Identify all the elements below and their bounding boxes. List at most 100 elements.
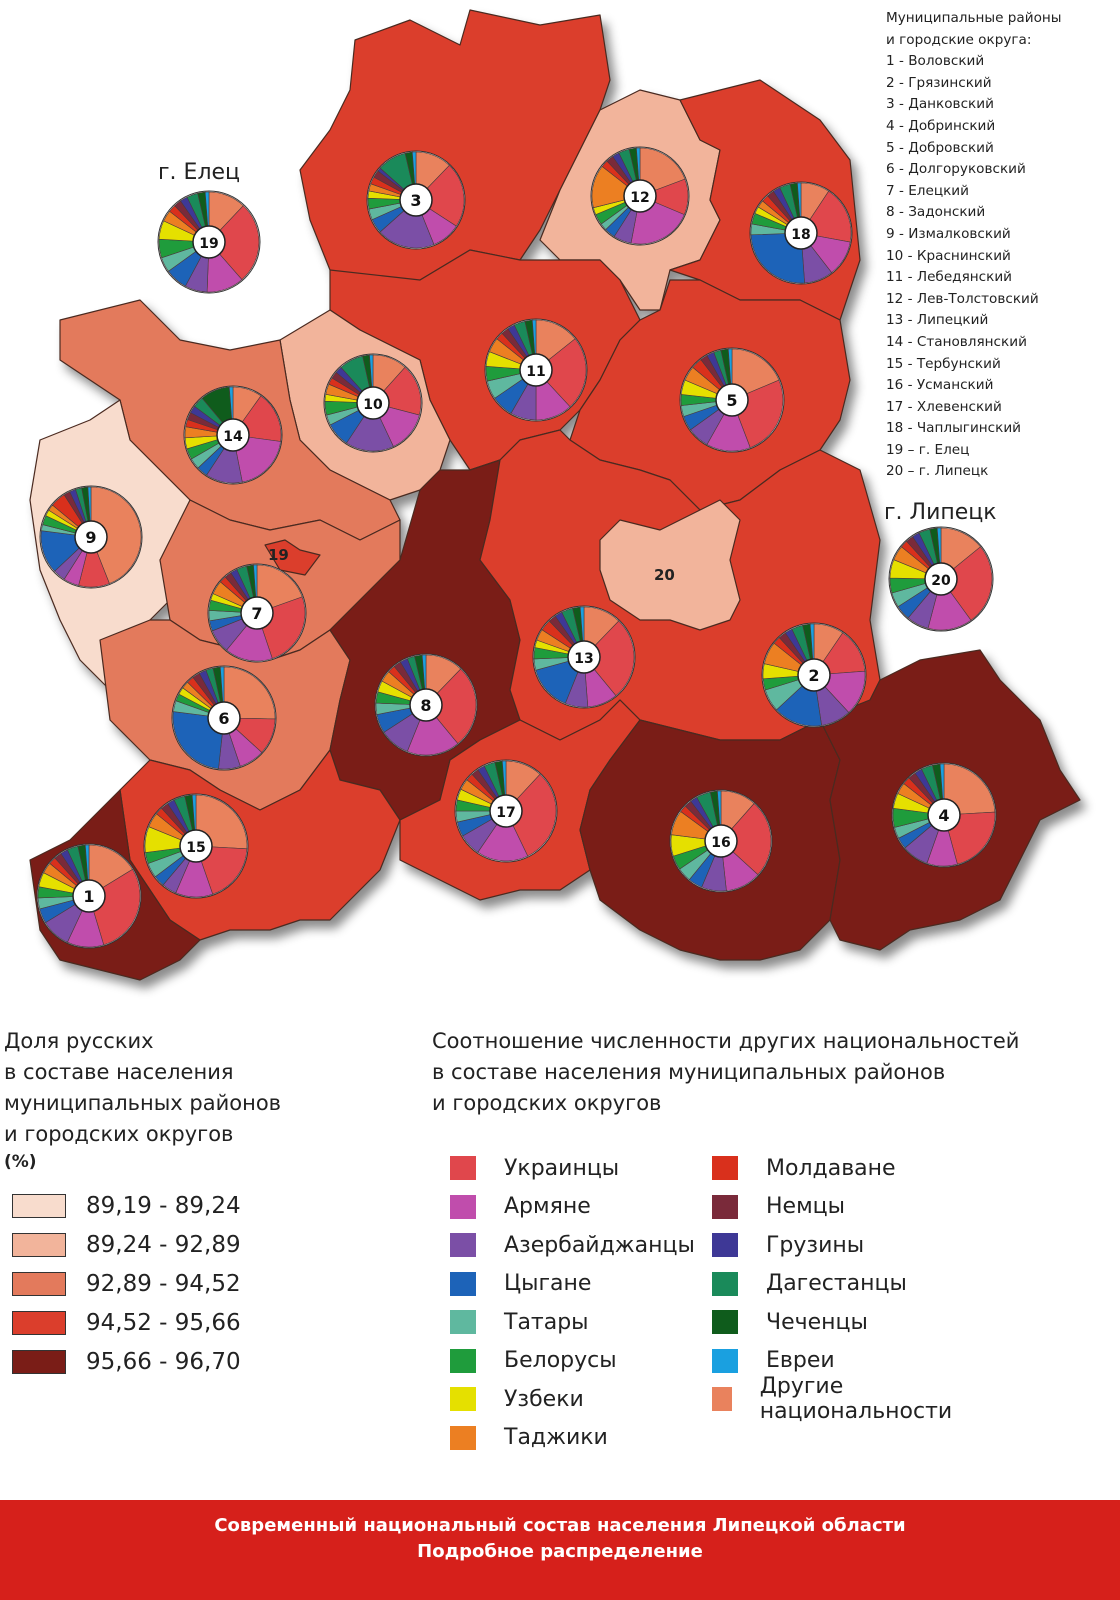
pie-center (216, 418, 250, 452)
nationality-legend-row: Грузины (712, 1226, 974, 1265)
pie-number-label: 20 (931, 573, 951, 589)
district-legend-item: 12 - Лев-Толстовский (886, 290, 1039, 307)
share-swatch (12, 1271, 66, 1296)
pie-center (409, 688, 443, 722)
district-legend-item: 6 - Долгоруковский (886, 161, 1026, 178)
footer-banner: Современный национальный состав населени… (0, 1500, 1120, 1600)
pie-slice (583, 620, 635, 697)
nationality-legend-row: Армяне (450, 1188, 712, 1227)
pie-slice (943, 763, 996, 816)
share-class-label: 94,52 - 95,66 (86, 1309, 241, 1336)
elets-city-title: г. Елец (158, 160, 241, 185)
district-legend-item: 15 - Тербунский (886, 355, 1001, 372)
nationality-swatch (450, 1233, 476, 1258)
pie-chart-13: 13 (532, 605, 636, 709)
nationality-swatch (450, 1348, 476, 1373)
district-legend-item: 11 - Лебедянский (886, 269, 1012, 286)
nationality-swatch (712, 1156, 738, 1181)
district-legend-item: 18 - Чаплыгинский (886, 420, 1022, 437)
nationality-swatch (712, 1348, 738, 1373)
district-legend: Муниципальные районы и городские округа:… (886, 8, 1062, 483)
share-legend-row: 89,24 - 92,89 (4, 1225, 334, 1264)
pie-number-label: 6 (218, 709, 229, 728)
pie-center (72, 879, 106, 913)
nationality-legend-row: Чеченцы (712, 1303, 974, 1342)
pie-center (519, 353, 553, 387)
nationality-legend-row: Цыгане (450, 1265, 712, 1304)
nationality-label: Евреи (766, 1348, 835, 1374)
pie-number-label: 18 (791, 227, 810, 243)
pie-number-label: 10 (363, 397, 383, 413)
pie-center (784, 216, 818, 250)
nationality-label: Грузины (766, 1232, 865, 1258)
nationality-swatch (450, 1310, 476, 1335)
district-legend-item: 9 - Измалковский (886, 225, 1011, 242)
pie-center (567, 640, 601, 674)
pie-chart-6: 6 (171, 665, 277, 771)
nationality-swatch (450, 1425, 476, 1450)
share-class-label: 89,19 - 89,24 (86, 1192, 241, 1219)
share-legend-row: 92,89 - 94,52 (4, 1264, 334, 1303)
share-swatch (12, 1349, 66, 1374)
pie-slice (90, 486, 142, 584)
pie-center (356, 386, 390, 420)
district-legend-item: 20 – г. Липецк (886, 463, 989, 480)
nationality-swatch (450, 1194, 476, 1219)
pie-chart-11: 11 (484, 318, 588, 422)
nationality-swatch (712, 1387, 732, 1412)
nationality-legend-row: Азербайджанцы (450, 1226, 712, 1265)
pie-number-label: 5 (726, 391, 737, 410)
nationality-label: Украинцы (504, 1155, 620, 1181)
district-legend-item: 14 - Становлянский (886, 333, 1027, 350)
pie-number-label: 13 (574, 651, 593, 667)
pie-slice (477, 810, 529, 862)
pie-center (927, 798, 961, 832)
area-label: 20 (654, 566, 675, 584)
pie-slice (88, 844, 133, 897)
nationality-label: Белорусы (504, 1348, 617, 1374)
district-legend-item: 5 - Добровский (886, 139, 994, 156)
pie-center (240, 596, 274, 630)
share-title-line: муниципальных районов (4, 1091, 282, 1115)
pie-number-label: 19 (199, 236, 218, 252)
nationality-legend-row: Татары (450, 1303, 712, 1342)
pie-number-label: 8 (420, 696, 431, 715)
nationality-label: Таджики (504, 1425, 608, 1451)
district-legend-item: 2 - Грязинский (886, 74, 992, 91)
nationality-legend-row: Немцы (712, 1188, 974, 1227)
nationality-label: Азербайджанцы (504, 1232, 695, 1258)
pie-center (179, 829, 213, 863)
share-swatch (12, 1193, 66, 1218)
pie-chart-19: 19 (157, 190, 261, 294)
nationality-legend-row: Другие национальности (712, 1374, 974, 1424)
nationality-legend-title: Соотношение численности других националь… (432, 1026, 1092, 1119)
share-legend-row: 95,66 - 96,70 (4, 1342, 334, 1381)
nationality-label: Татары (504, 1309, 589, 1335)
nationality-label: Дагестанцы (766, 1271, 907, 1297)
russian-share-legend: Доля русских в составе населения муницип… (4, 1026, 334, 1381)
share-swatch (12, 1232, 66, 1257)
share-class-label: 89,24 - 92,89 (86, 1231, 241, 1258)
pie-slice (940, 546, 993, 621)
pie-chart-20: 20 (888, 526, 994, 632)
district-legend-item: 13 - Липецкий (886, 312, 989, 329)
share-class-label: 92,89 - 94,52 (86, 1270, 241, 1297)
share-legend-unit: (%) (4, 1152, 37, 1172)
district-area (599, 499, 741, 631)
pie-chart-17: 17 (454, 759, 558, 863)
pie-number-label: 11 (526, 364, 545, 380)
banner-title: Современный национальный состав населени… (214, 1515, 906, 1536)
pie-slice (535, 338, 587, 408)
pie-slice (346, 402, 394, 452)
pie-chart-15: 15 (143, 793, 249, 899)
pie-chart-10: 10 (323, 353, 423, 453)
district-legend-item: 10 - Краснинский (886, 247, 1011, 264)
pie-number-label: 2 (808, 666, 819, 685)
pie-number-label: 14 (223, 429, 243, 445)
share-swatch (12, 1310, 66, 1335)
pie-chart-9: 9 (39, 485, 143, 589)
share-legend-row: 94,52 - 95,66 (4, 1303, 334, 1342)
pie-center (797, 658, 831, 692)
nat-title-line: Соотношение численности других националь… (432, 1029, 1020, 1053)
